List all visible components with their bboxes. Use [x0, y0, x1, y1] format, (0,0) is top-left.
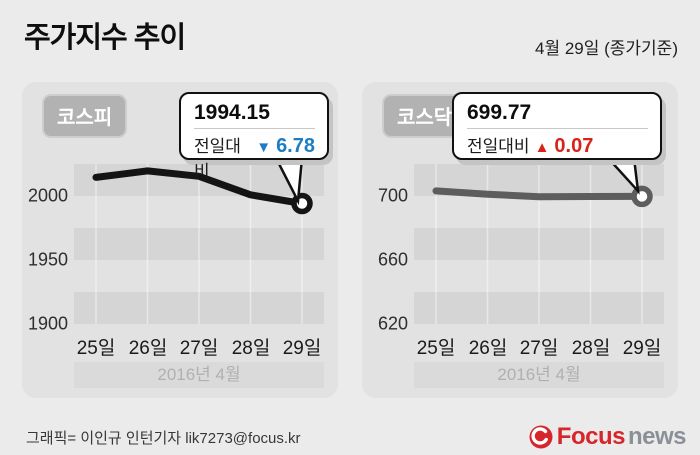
kospi-plot-area	[74, 164, 324, 324]
kospi-change-value: 6.78	[276, 135, 315, 157]
callout-divider	[467, 128, 648, 129]
up-triangle-icon: ▲	[534, 139, 550, 156]
kosdaq-period-band: 2016년 4월	[414, 362, 664, 388]
kosdaq-x-tick: 26일	[468, 338, 508, 359]
kospi-y-tick: 2000	[27, 185, 68, 206]
kospi-close-value: 1994.15	[194, 101, 270, 124]
kospi-x-tick: 27일	[179, 338, 219, 359]
kosdaq-callout: 699.77 전일대비 ▲ 0.07	[452, 92, 662, 160]
footer-credit: 그래픽= 이인규 인턴기자 lik7273@focus.kr	[26, 430, 301, 447]
kospi-y-tick: 1950	[27, 249, 68, 270]
kosdaq-panel: 코스닥 700 660 620 25일 26일 27일 28일 29일 2016…	[362, 82, 678, 398]
kosdaq-x-tick: 27일	[519, 338, 559, 359]
kosdaq-y-tick: 700	[377, 185, 408, 206]
kospi-period-band: 2016년 4월	[74, 362, 324, 388]
kospi-callout: 1994.15 전일대비 ▼ 6.78	[179, 92, 329, 181]
kospi-badge: 코스피	[42, 94, 128, 138]
kospi-line-chart	[92, 164, 313, 324]
page-title: 주가지수 추이	[24, 22, 186, 54]
kospi-x-tick: 28일	[231, 338, 271, 359]
kospi-x-tick: 26일	[128, 338, 168, 359]
kospi-x-tick: 29일	[282, 338, 322, 359]
kospi-panel: 코스피 2000 1950 1900 25일 26일 27일 28일 29일 2…	[22, 82, 338, 398]
change-label: 전일대비	[194, 137, 241, 181]
focusnews-logo: Focus news	[528, 423, 687, 451]
logo-text-focus: Focus	[556, 423, 626, 450]
kosdaq-change-value: 0.07	[554, 135, 594, 157]
kosdaq-y-tick: 620	[377, 313, 408, 334]
date-note: 4월 29일 (종가기준)	[535, 39, 678, 58]
kosdaq-line-chart	[432, 164, 653, 324]
kospi-y-tick: 1900	[27, 313, 68, 334]
logo-text-news: news	[627, 423, 687, 450]
kosdaq-plot-area	[414, 164, 664, 324]
kospi-x-tick: 25일	[76, 338, 116, 359]
focusnews-logo-icon	[529, 425, 553, 449]
kosdaq-x-tick: 29일	[622, 338, 662, 359]
kosdaq-x-tick: 25일	[416, 338, 456, 359]
callout-divider	[194, 128, 315, 129]
kosdaq-y-tick: 660	[377, 249, 408, 270]
change-label: 전일대비	[467, 137, 530, 156]
kosdaq-x-tick: 28일	[571, 338, 611, 359]
down-triangle-icon: ▼	[256, 139, 272, 156]
kosdaq-close-value: 699.77	[467, 101, 532, 124]
